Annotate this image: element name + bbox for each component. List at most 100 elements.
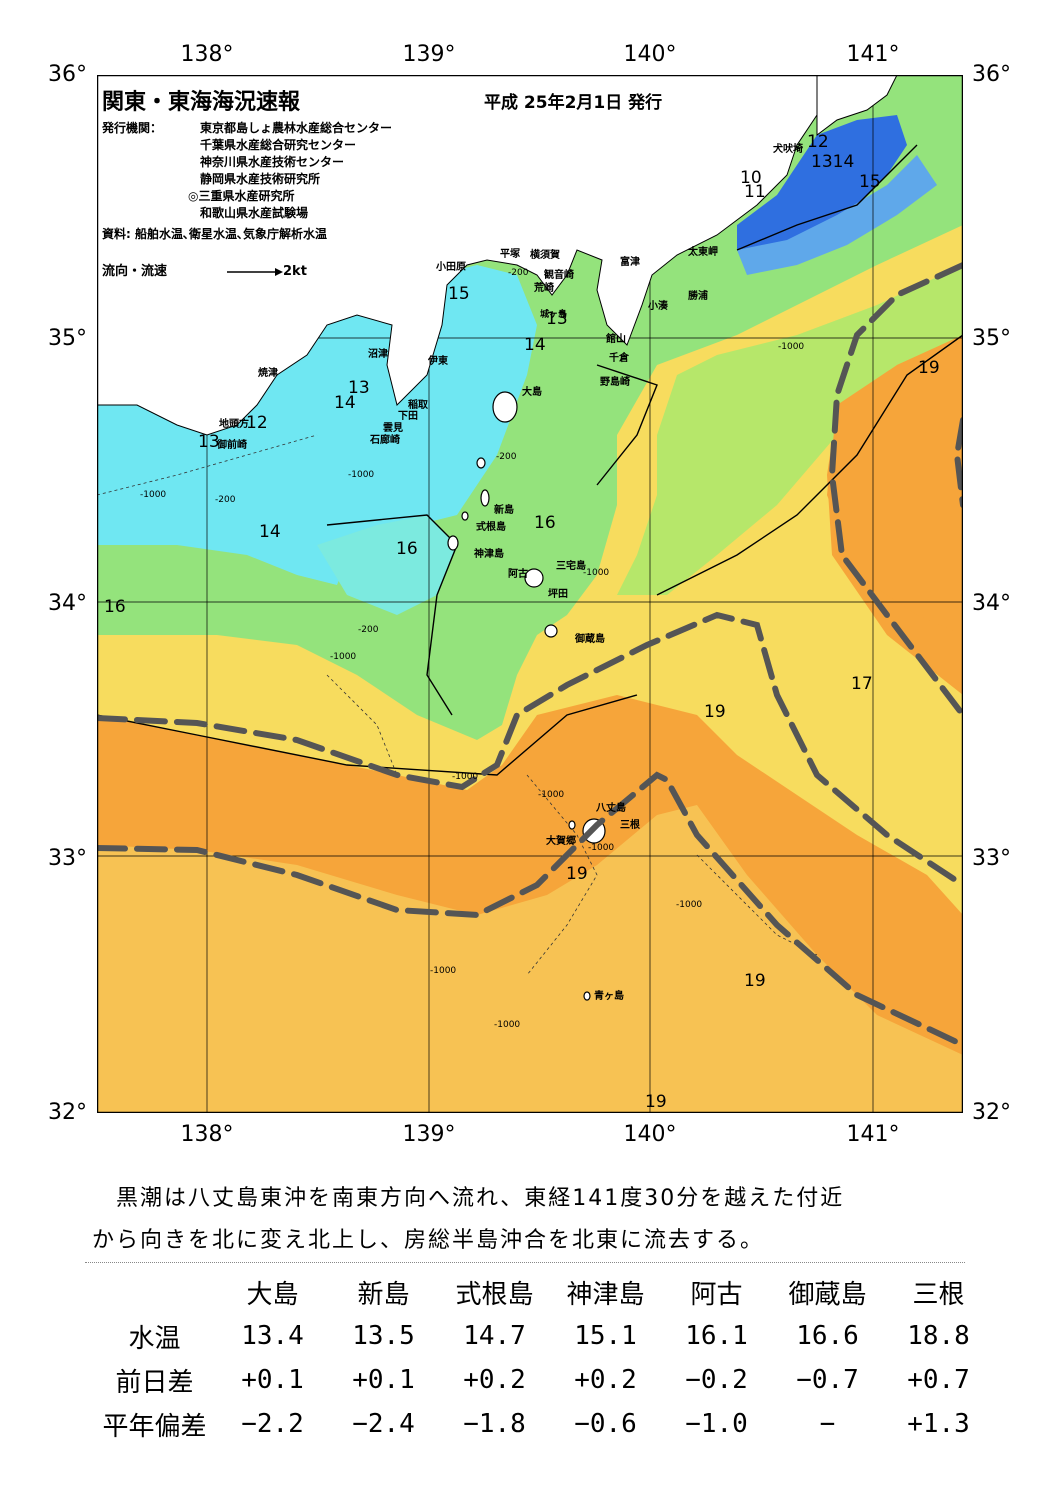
table-cell: −2.4 — [352, 1409, 415, 1439]
lon-label-141-top: 141° — [846, 42, 900, 67]
isotherm-label: 13 — [546, 309, 568, 329]
lat-label-36-left: 36° — [48, 62, 87, 87]
land-honshu — [97, 75, 818, 436]
depth-label: -1000 — [430, 966, 457, 976]
depth-label: -1000 — [330, 652, 357, 662]
table-cell: −1.0 — [685, 1409, 748, 1439]
isotherm-label: 11 — [744, 182, 766, 202]
table-header-row: 大島 新島 式根島 神津島 阿古 御蔵島 三根 — [92, 1270, 994, 1314]
lat-label-36-right: 36° — [972, 62, 1011, 87]
table-cell: 16.6 — [796, 1321, 859, 1351]
depth-label: -1000 — [588, 843, 615, 853]
isotherm-label: 19 — [704, 702, 726, 722]
table-row: 水温 13.4 13.5 14.7 15.1 16.1 16.6 18.8 — [92, 1314, 994, 1358]
place-label: 下田 — [398, 411, 418, 422]
place-label: 青ヶ島 — [594, 991, 624, 1002]
isotherm-label: 19 — [744, 971, 766, 991]
summary-line-1: 黒潮は八丈島東沖を南東方向へ流れ、東経141度30分を越えた付近 — [92, 1186, 845, 1211]
lon-label-138-top: 138° — [180, 42, 234, 67]
place-label: 平塚 — [500, 249, 520, 260]
place-label: 富津 — [620, 257, 640, 268]
isotherm-label: 16 — [396, 539, 418, 559]
lat-label-34-left: 34° — [48, 591, 87, 616]
isotherm-label: 14 — [334, 393, 356, 413]
place-label: 勝浦 — [688, 291, 708, 302]
table-cell: 18.8 — [907, 1321, 970, 1351]
isotherm-label: 1314 — [811, 152, 855, 172]
data-source: 資料: 船舶水温､衛星水温､気象庁解析水温 — [102, 227, 327, 241]
lat-label-34-right: 34° — [972, 591, 1011, 616]
place-label: 稲取 — [408, 400, 428, 411]
place-label: 地頭方 — [219, 419, 249, 430]
place-label: 横須賀 — [530, 250, 560, 261]
place-label: 御前崎 — [217, 440, 247, 451]
table-row: 平年偏差 −2.2 −2.4 −1.8 −0.6 −1.0 − +1.3 — [92, 1402, 994, 1446]
depth-label: -1000 — [676, 900, 703, 910]
place-label: 御蔵島 — [575, 634, 605, 645]
depth-label: -1000 — [140, 490, 167, 500]
place-label: 三宅島 — [556, 561, 586, 572]
column-header: 大島 — [246, 1279, 299, 1310]
table-cell: +0.2 — [463, 1365, 526, 1395]
isotherm-label: 12 — [807, 132, 829, 152]
lon-label-139-top: 139° — [402, 42, 456, 67]
table-row: 前日差 +0.1 +0.1 +0.2 +0.2 −0.2 −0.7 +0.7 — [92, 1358, 994, 1402]
depth-contours — [97, 434, 818, 976]
isotherm-label: 14 — [524, 335, 546, 355]
depth-label: -200 — [215, 495, 236, 505]
column-header: 阿古 — [690, 1279, 743, 1310]
publisher-label: 発行機関： — [102, 121, 163, 135]
column-header: 神津島 — [566, 1279, 645, 1310]
row-header: 前日差 — [115, 1367, 194, 1398]
depth-label: -1000 — [538, 790, 565, 800]
column-header: 新島 — [357, 1279, 410, 1310]
depth-label: -200 — [496, 452, 517, 462]
isotherm-label: 12 — [246, 413, 268, 433]
place-label: 千倉 — [609, 353, 629, 364]
place-label: 式根島 — [476, 522, 506, 533]
summary-line-2: から向きを北に変え北上し、房総半島沖合を北東に流去する。 — [92, 1228, 765, 1253]
lat-label-35-right: 35° — [972, 326, 1011, 351]
table-cell: −0.6 — [574, 1409, 637, 1439]
place-label: 新島 — [494, 505, 514, 516]
depth-label: -200 — [508, 268, 529, 278]
isotherm-label: 17 — [851, 674, 873, 694]
lat-label-32-left: 32° — [48, 1100, 87, 1125]
issue-date: 平成 25年2月1日 発行 — [484, 93, 663, 113]
isotherm-label: 10 — [740, 168, 762, 188]
map-title: 関東・東海海況速報 — [102, 90, 301, 115]
isotherm-label: 19 — [645, 1092, 667, 1112]
sea-temperature-map — [97, 75, 963, 1113]
place-label: 神津島 — [474, 549, 504, 560]
place-label: 石廊崎 — [370, 435, 400, 446]
place-label: 大島 — [522, 387, 542, 398]
depth-label: -200 — [358, 625, 379, 635]
isotherm-label: 19 — [918, 358, 940, 378]
table-cell: +1.3 — [907, 1409, 970, 1439]
lat-label-33-left: 33° — [48, 846, 87, 871]
place-label: 小湊 — [648, 301, 668, 312]
isotherm-label: 15 — [448, 284, 470, 304]
column-header: 御蔵島 — [788, 1279, 867, 1310]
lon-label-140-bottom: 140° — [623, 1122, 677, 1147]
flow-legend-label: 流向・流速 — [102, 264, 168, 279]
place-label: 焼津 — [258, 368, 278, 379]
divider — [85, 1262, 965, 1263]
observation-table: 大島 新島 式根島 神津島 阿古 御蔵島 三根 水温 13.4 13.5 14.… — [92, 1270, 994, 1446]
isotherm-label: 19 — [566, 864, 588, 884]
table-cell: +0.7 — [907, 1365, 970, 1395]
table-cell: 14.7 — [463, 1321, 526, 1351]
depth-label: -1000 — [778, 342, 805, 352]
lon-label-140-top: 140° — [623, 42, 677, 67]
table-cell: −1.8 — [463, 1409, 526, 1439]
table-cell: +0.2 — [574, 1365, 637, 1395]
table-cell: − — [819, 1409, 836, 1439]
table-cell: −0.7 — [796, 1365, 859, 1395]
lon-label-139-bottom: 139° — [402, 1122, 456, 1147]
lon-label-138-bottom: 138° — [180, 1122, 234, 1147]
isotherm-label: 13 — [198, 432, 220, 452]
table-cell: −0.2 — [685, 1365, 748, 1395]
lon-label-141-bottom: 141° — [846, 1122, 900, 1147]
isotherm-label: 13 — [348, 378, 370, 398]
place-label: 坪田 — [548, 589, 568, 600]
